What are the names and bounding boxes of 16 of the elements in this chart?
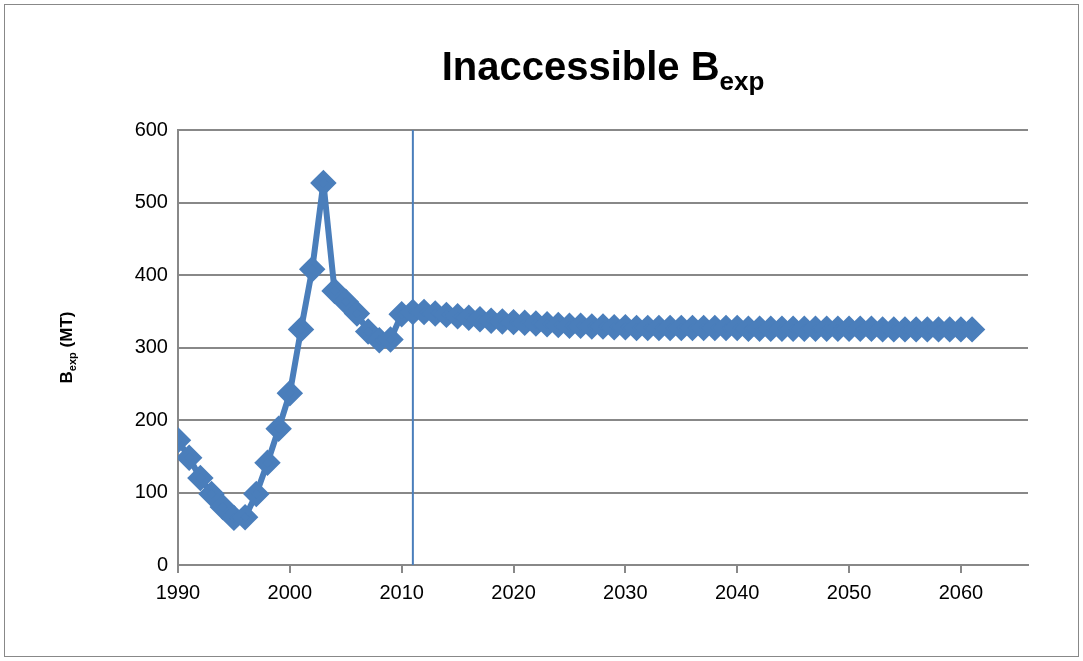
- y-tick-label: 400: [134, 262, 168, 285]
- x-tick-label: 2030: [603, 580, 648, 603]
- y-tick-label: 200: [134, 407, 168, 430]
- x-tick-label: 2040: [714, 580, 760, 603]
- y-tick-label: 300: [134, 335, 168, 358]
- x-tick-label: 2000: [267, 580, 313, 603]
- x-tick-label: 2010: [379, 580, 424, 603]
- x-tick-label: 2020: [491, 580, 536, 603]
- y-tick-label: 500: [134, 190, 168, 213]
- y-tick-label: 600: [134, 117, 168, 140]
- y-tick-label: 100: [134, 480, 168, 503]
- y-tick-label: 0: [156, 552, 168, 575]
- x-tick-label: 2050: [826, 580, 872, 603]
- x-tick-label: 1990: [155, 580, 201, 603]
- y-axis-title: Bexp (MT): [57, 311, 79, 384]
- x-tick-label: 2060: [938, 580, 984, 603]
